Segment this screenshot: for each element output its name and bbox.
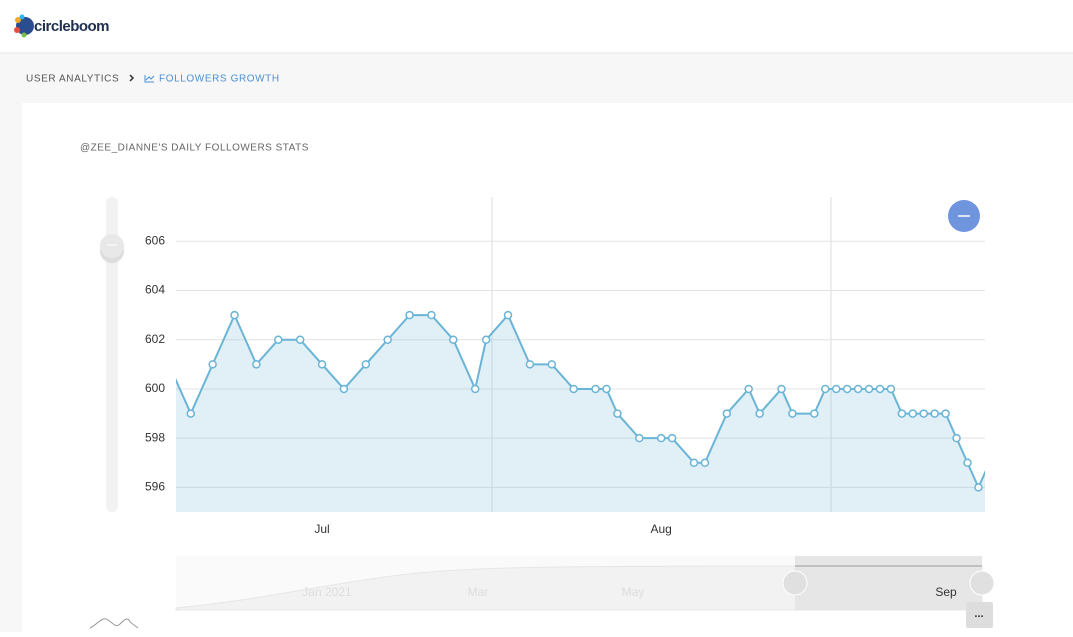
navigator-labels: Jan 2021 Mar May Sep (302, 585, 957, 599)
x-tick-label: Aug (651, 522, 672, 536)
data-point (547, 360, 557, 369)
series-group (176, 310, 985, 512)
navigator-handle-right[interactable] (969, 570, 995, 596)
navigator-label: May (622, 585, 645, 599)
navigator-handle-left[interactable] (782, 570, 808, 596)
data-point (383, 335, 392, 344)
breadcrumb-separator (129, 74, 135, 82)
data-point (274, 335, 283, 344)
data-point (744, 384, 753, 394)
data-point (613, 409, 622, 418)
data-point (230, 310, 239, 320)
navigator-selection (795, 556, 982, 610)
data-point (208, 360, 217, 369)
data-point (853, 384, 863, 394)
series-line (176, 312, 985, 490)
data-point (908, 409, 918, 418)
data-point (864, 384, 874, 394)
data-point (427, 310, 436, 320)
header (0, 0, 1073, 53)
data-point (722, 409, 732, 418)
y-tick-label: 596 (145, 480, 165, 494)
data-point (635, 433, 644, 443)
data-point (449, 335, 458, 344)
data-point (667, 433, 677, 443)
data-point (361, 360, 371, 369)
breadcrumb-current[interactable]: FOLLOWERS GROWTH (159, 74, 280, 85)
data-point (481, 335, 491, 344)
data-point (755, 409, 764, 418)
data-point (897, 409, 907, 418)
logo-text[interactable]: circleboom (34, 18, 110, 35)
data-point (810, 409, 819, 418)
zoom-handle[interactable] (100, 234, 124, 258)
data-point (295, 335, 305, 344)
chart-title: @ZEE_DIANNE'S DAILY FOLLOWERS STATS (80, 143, 309, 154)
menu-button-label[interactable]: ... (974, 608, 983, 620)
y-tick-label: 598 (145, 430, 165, 444)
data-point (656, 433, 666, 443)
navigator-label: Jan 2021 (302, 585, 352, 599)
data-point (503, 310, 513, 320)
data-point (974, 483, 983, 492)
breadcrumb-parent[interactable]: USER ANALYTICS (26, 74, 119, 85)
data-point (525, 360, 535, 369)
menu-button[interactable] (966, 602, 993, 628)
x-tick-label: Jul (314, 522, 329, 536)
data-point (875, 384, 885, 394)
data-point (317, 360, 327, 369)
data-point (941, 409, 950, 418)
series-area (176, 315, 985, 512)
navigator-label: Sep (935, 585, 957, 599)
plot: 596 598 600 602 604 606 Jul Aug (145, 233, 985, 536)
data-point (842, 384, 852, 394)
data-point (930, 409, 939, 418)
zoom-track (106, 197, 118, 512)
y-tick-label: 606 (145, 233, 165, 247)
data-point (252, 360, 261, 369)
data-point (952, 433, 961, 443)
sparkline-icon (89, 618, 139, 629)
logo-icon (14, 14, 34, 38)
y-tick-label: 600 (145, 381, 165, 395)
data-point (339, 384, 349, 394)
data-point (963, 458, 972, 468)
data-point (569, 384, 578, 394)
data-point (788, 409, 797, 418)
card (22, 103, 1073, 632)
breadcrumb-icon (144, 75, 155, 83)
data-point (591, 384, 600, 394)
navigator-label: Mar (468, 585, 489, 599)
data-point (777, 384, 786, 394)
y-tick-label: 604 (145, 283, 165, 297)
data-point (886, 384, 896, 394)
data-point (470, 384, 480, 394)
data-point (831, 384, 841, 394)
y-tick-label: 602 (145, 332, 165, 346)
data-point (602, 384, 611, 394)
data-point (700, 458, 710, 468)
data-point (689, 458, 699, 468)
data-point (821, 384, 830, 394)
data-point (186, 409, 196, 418)
data-point (405, 310, 414, 320)
data-point (919, 409, 928, 418)
